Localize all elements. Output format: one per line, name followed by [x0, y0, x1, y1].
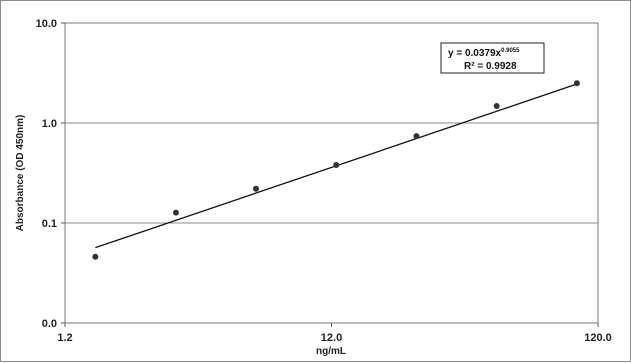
data-point — [493, 102, 500, 109]
x-tick-label: 12.0 — [321, 332, 342, 344]
equation-text: y = 0.0379x0.9055 — [448, 48, 520, 59]
data-point — [333, 162, 340, 169]
data-point — [573, 80, 580, 87]
equation-box: y = 0.0379x0.9055 R² = 0.9928 — [440, 42, 545, 74]
gridlines — [65, 122, 598, 224]
y-tick-label: 1.0 — [42, 118, 57, 130]
data-point — [92, 253, 99, 260]
y-tick-labels: 0.0 0.1 1.0 10.0 — [36, 18, 65, 330]
x-tick-label: 120.0 — [584, 332, 612, 344]
data-point — [172, 209, 179, 216]
equation-box-border — [440, 42, 545, 74]
y-tick-label: 0.0 — [42, 318, 57, 330]
y-tick-label: 10.0 — [36, 18, 57, 30]
data-points — [92, 80, 580, 260]
x-axis-title: ng/mL — [316, 346, 346, 357]
y-axis-title: Absorbance (OD 450nm) — [15, 115, 26, 232]
x-tick-label: 1.2 — [57, 332, 72, 344]
data-point — [413, 133, 420, 140]
x-tick-labels: 1.2 12.0 120.0 — [57, 323, 612, 344]
y-tick-label: 0.1 — [42, 218, 57, 230]
r-squared-text: R² = 0.9928 — [464, 61, 517, 72]
data-point — [253, 185, 260, 192]
